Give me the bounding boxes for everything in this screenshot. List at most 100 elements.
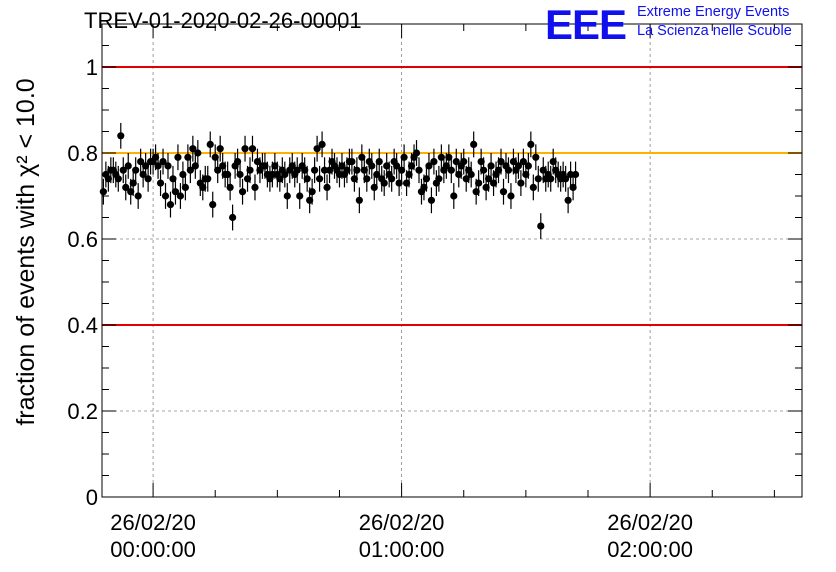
data-point xyxy=(251,183,259,191)
data-point xyxy=(450,192,458,200)
data-point xyxy=(480,166,488,174)
plot-frame xyxy=(101,23,803,498)
data-point xyxy=(271,162,279,170)
data-point xyxy=(517,179,525,187)
data-points xyxy=(99,122,580,239)
data-point xyxy=(288,162,296,170)
data-point xyxy=(487,162,495,170)
data-point xyxy=(447,166,455,174)
data-point xyxy=(248,145,257,153)
eee-logo: EEE xyxy=(545,2,627,46)
data-point xyxy=(375,158,383,166)
data-point xyxy=(398,166,406,174)
data-point xyxy=(524,162,532,170)
data-point xyxy=(320,166,329,174)
data-point xyxy=(315,175,324,183)
data-point xyxy=(219,162,227,170)
y-tick-label: 0.2 xyxy=(67,399,98,424)
data-point xyxy=(445,153,453,161)
data-point xyxy=(484,175,493,183)
data-point xyxy=(427,196,436,204)
data-point xyxy=(243,175,252,183)
data-point xyxy=(238,188,247,196)
data-point xyxy=(137,158,145,166)
data-point xyxy=(194,149,202,157)
data-point xyxy=(455,170,463,179)
reference-lines xyxy=(102,66,802,326)
data-point xyxy=(514,162,523,170)
data-point xyxy=(539,166,547,174)
data-point xyxy=(452,158,460,166)
data-point xyxy=(171,188,180,196)
data-point xyxy=(460,158,468,166)
data-point xyxy=(482,183,490,191)
data-point xyxy=(532,153,540,161)
data-point xyxy=(547,175,555,183)
data-point xyxy=(402,179,411,187)
data-point xyxy=(127,188,135,196)
data-point xyxy=(422,175,431,183)
data-point xyxy=(462,175,470,183)
data-point xyxy=(355,196,363,204)
data-point xyxy=(318,140,326,148)
data-point xyxy=(184,153,192,161)
data-point xyxy=(566,170,575,179)
data-point xyxy=(179,170,187,179)
data-point xyxy=(119,166,127,174)
data-point xyxy=(233,158,242,166)
y-tick-label: 1 xyxy=(86,55,98,80)
x-tick-label-time: 00:00:00 xyxy=(110,537,196,562)
data-point xyxy=(142,162,150,170)
data-point xyxy=(400,153,408,161)
data-point xyxy=(435,175,443,183)
data-point xyxy=(122,183,130,191)
data-point xyxy=(564,196,572,204)
data-point xyxy=(370,183,378,191)
x-tick-label-time: 02:00:00 xyxy=(607,537,693,562)
data-point xyxy=(159,158,167,166)
data-point xyxy=(211,153,219,161)
data-point xyxy=(430,158,438,166)
logo-caption: Extreme Energy Events La Scienza nelle S… xyxy=(637,3,792,41)
data-point xyxy=(380,179,388,187)
data-point xyxy=(360,166,368,174)
data-point xyxy=(204,175,212,183)
data-point xyxy=(415,166,423,174)
data-point xyxy=(134,192,142,200)
data-point xyxy=(176,192,185,200)
data-point xyxy=(253,158,262,166)
data-point xyxy=(393,162,401,170)
data-point xyxy=(104,175,112,183)
data-point xyxy=(477,158,485,166)
data-point xyxy=(303,175,311,183)
data-point xyxy=(166,201,175,209)
data-point xyxy=(281,170,289,179)
data-point xyxy=(169,175,177,183)
x-tick-label-date: 26/02/20 xyxy=(359,510,445,535)
data-point xyxy=(164,162,172,170)
data-point xyxy=(156,179,165,187)
data-point xyxy=(323,183,331,191)
data-point xyxy=(373,170,381,179)
y-tick-label: 0.6 xyxy=(67,227,98,252)
data-point xyxy=(114,175,122,183)
y-axis-label: fraction of events with χ² < 10.0 xyxy=(12,78,40,425)
data-point xyxy=(499,188,508,196)
data-point xyxy=(519,158,527,166)
data-point xyxy=(236,170,244,179)
x-tick-label-time: 01:00:00 xyxy=(359,537,445,562)
data-point xyxy=(350,175,358,183)
data-point xyxy=(144,175,152,183)
data-point xyxy=(186,166,194,174)
data-point xyxy=(181,183,189,191)
data-point xyxy=(216,145,224,153)
data-point xyxy=(154,162,162,170)
data-point xyxy=(226,183,234,191)
data-point xyxy=(534,175,542,183)
y-tick-label: 0.8 xyxy=(67,141,98,166)
chart-title: TREV-01-2020-02-26-00001 xyxy=(84,8,362,33)
data-point xyxy=(268,170,276,179)
axis-ticks xyxy=(102,24,802,498)
data-point xyxy=(489,179,498,187)
